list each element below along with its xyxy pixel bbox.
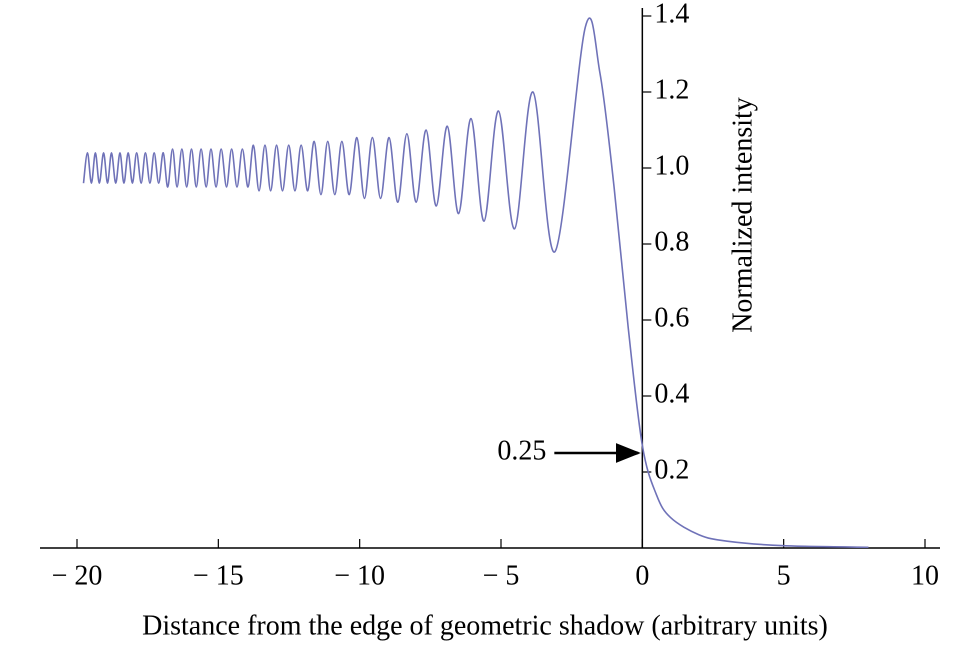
x-tick-label: 0 xyxy=(635,560,649,591)
y-tick-label: 1.4 xyxy=(654,0,689,29)
x-tick-label: − 20 xyxy=(52,560,103,591)
y-tick-label: 1.0 xyxy=(654,150,689,181)
y-tick-label: 0.4 xyxy=(654,378,689,409)
x-tick-label: − 10 xyxy=(334,560,385,591)
y-tick-label: 0.8 xyxy=(654,226,689,257)
intensity-line xyxy=(82,17,869,549)
x-tick-label: 5 xyxy=(777,560,791,591)
y-tick-label: 1.2 xyxy=(654,74,689,105)
y-tick-label: 0.6 xyxy=(654,302,689,333)
x-axis-label: Distance from the edge of geometric shad… xyxy=(142,610,828,641)
annotation-text: 0.25 xyxy=(497,435,546,466)
y-axis-label: Normalized intensity xyxy=(727,97,758,333)
y-tick-label: 0.2 xyxy=(654,454,689,485)
x-tick-label: − 5 xyxy=(483,560,520,591)
x-tick-label: 10 xyxy=(911,560,939,591)
x-tick-label: − 15 xyxy=(193,560,244,591)
